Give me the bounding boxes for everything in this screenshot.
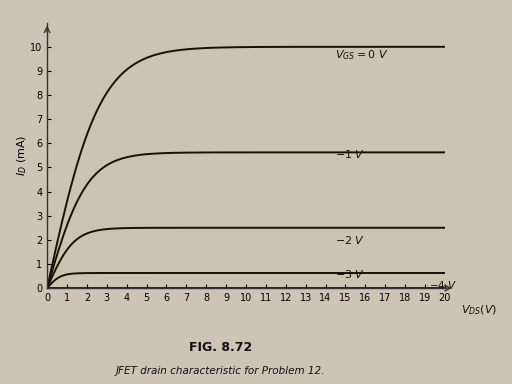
Text: $V_{DS}(V)$: $V_{DS}(V)$ (461, 303, 497, 316)
Text: $V_{GS}=0$ V: $V_{GS}=0$ V (335, 48, 389, 62)
Text: $-3$ V: $-3$ V (335, 268, 366, 280)
Text: $-4$ V: $-4$ V (429, 279, 457, 291)
Text: $-2$ V: $-2$ V (335, 234, 366, 246)
Y-axis label: $I_D$ (mA): $I_D$ (mA) (15, 135, 29, 176)
Text: JFET drain characteristic for Problem 12.: JFET drain characteristic for Problem 12… (116, 366, 325, 376)
Text: FIG. 8.72: FIG. 8.72 (188, 341, 252, 354)
Text: $-1$ V: $-1$ V (335, 148, 366, 160)
